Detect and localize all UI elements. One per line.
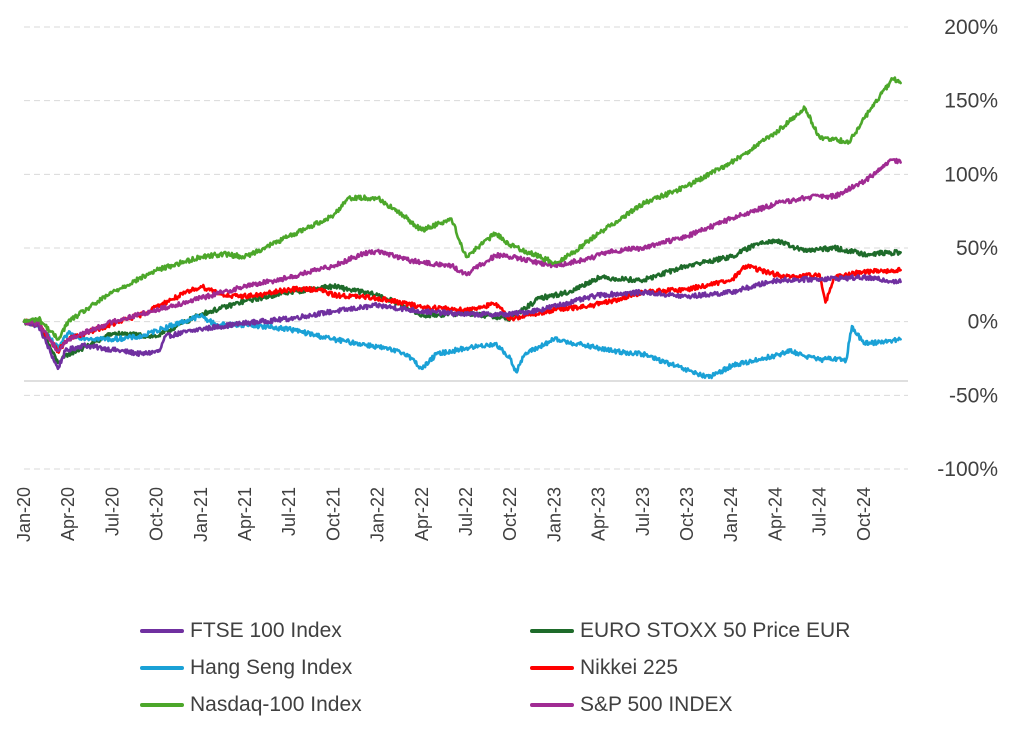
x-tick-label: Oct-21 [323,487,343,541]
legend-swatch [140,702,184,707]
legend-swatch [140,628,184,633]
series-line-ftse-100-index [22,273,902,371]
x-tick-label: Jul-22 [456,487,476,536]
legend-label: Nasdaq-100 Index [190,692,362,716]
x-tick-label: Jan-20 [14,487,34,542]
series-line-nikkei-225 [22,263,902,354]
legend-label: Hang Seng Index [190,655,353,679]
x-axis: Jan-20 Apr-20 Jul-20 Oct-20 Jan-21 Apr-21 Jul-… [14,487,874,542]
x-tick-label: Apr-20 [58,487,78,541]
y-tick-label: 50% [956,237,998,260]
legend-item-nikkei-225: Nikkei 225 [530,649,920,686]
y-tick-label: -100% [937,458,998,481]
x-tick-label: Jan-23 [544,487,564,542]
y-tick-label: 100% [944,163,998,186]
y-axis: -100% -50% 0% 50% 100% 150% 200% [937,16,998,481]
legend-label: Nikkei 225 [580,655,679,679]
series-line-euro-stoxx-50-price-eur [22,238,902,365]
x-tick-label: Apr-24 [765,487,785,541]
legend-item-hang-seng-index: Hang Seng Index [140,649,530,686]
x-tick-label: Jul-21 [279,487,299,536]
x-tick-label: Jan-24 [721,487,741,542]
x-tick-label: Jul-24 [810,487,830,536]
x-tick-label: Oct-23 [677,487,697,541]
gridlines [24,26,908,470]
legend-swatch [530,665,574,670]
series-line-nasdaq-100-index [22,76,902,341]
legend-swatch [140,665,184,670]
x-tick-label: Jan-21 [191,487,211,542]
x-tick-label: Oct-22 [500,487,520,541]
x-tick-label: Apr-23 [589,487,609,541]
legend: FTSE 100 Index EURO STOXX 50 Price EUR Han… [140,612,920,723]
x-tick-label: Oct-24 [854,487,874,541]
series-line-s-p-500-index [22,157,902,353]
series-line-hang-seng-index [22,313,902,380]
series-lines [22,76,902,380]
y-tick-label: 0% [968,311,998,334]
line-chart: -100%-50%0%50%100%150%200% Jan-20 Apr-20 J… [14,16,998,542]
legend-item-s-p-500-index: S&P 500 INDEX [530,686,920,723]
legend-label: FTSE 100 Index [190,618,342,642]
legend-item-ftse-100-index: FTSE 100 Index [140,612,530,649]
x-tick-label: Jul-23 [633,487,653,536]
legend-swatch [530,702,574,707]
legend-label: EURO STOXX 50 Price EUR [580,618,851,642]
y-tick-label: 200% [944,16,998,39]
legend-label: S&P 500 INDEX [580,692,733,716]
y-tick-label: -50% [949,384,998,407]
legend-swatch [530,628,574,633]
y-tick-label: 150% [944,90,998,113]
legend-item-euro-stoxx-50-price-eur: EURO STOXX 50 Price EUR [530,612,920,649]
x-tick-label: Apr-22 [412,487,432,541]
x-tick-label: Jul-20 [102,487,122,536]
x-tick-label: Jan-22 [368,487,388,542]
legend-item-nasdaq-100-index: Nasdaq-100 Index [140,686,530,723]
x-tick-label: Oct-20 [147,487,167,541]
x-tick-label: Apr-21 [235,487,255,541]
